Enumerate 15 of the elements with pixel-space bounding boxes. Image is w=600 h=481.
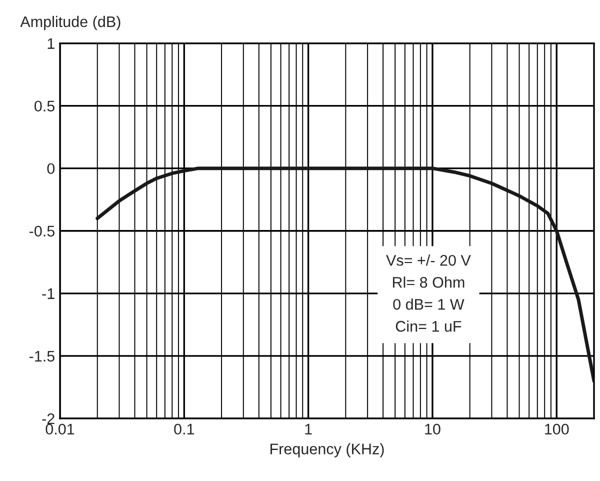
- y-tick-label: 0: [47, 163, 55, 174]
- x-tick-label: 10: [425, 424, 440, 435]
- x-tick-label: 1: [305, 424, 312, 434]
- y-axis-title: Amplitude (dB): [20, 16, 120, 30]
- y-tick-label: -1.5: [29, 350, 54, 362]
- x-tick-label: 0.01: [46, 424, 74, 435]
- x-tick-label: 100: [545, 424, 569, 435]
- y-tick-label: 0.5: [34, 100, 54, 112]
- y-tick-label: -1: [42, 288, 54, 299]
- y-tick-label: -0.5: [29, 226, 54, 237]
- y-tick-label: -2: [42, 413, 54, 424]
- x-tick-label: 0.1: [174, 424, 194, 435]
- x-axis-title: Frequency (KHz): [270, 443, 384, 458]
- y-tick-label: 1: [48, 38, 54, 49]
- annotation: Vs= +/- 20 V Rl= 8 Ohm 0 dB= 1 W Cin= 1 uF: [386, 254, 471, 332]
